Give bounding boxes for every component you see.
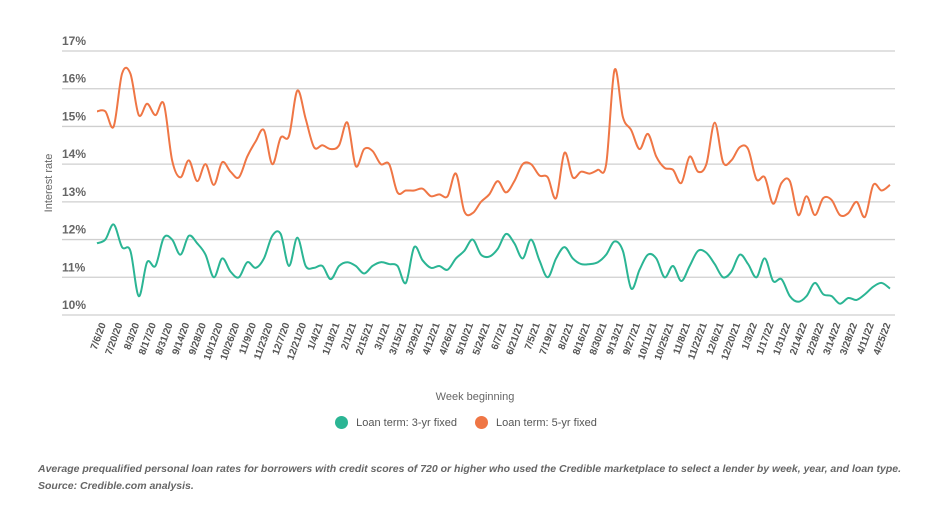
y-tick-label: 15% [62, 109, 86, 123]
chart-caption: Average prequalified personal loan rates… [38, 463, 902, 492]
legend: Loan term: 3-yr fixed Loan term: 5-yr fi… [0, 416, 932, 429]
legend-label-5yr: Loan term: 5-yr fixed [496, 416, 597, 429]
y-tick-label: 11% [62, 260, 86, 274]
legend-item-5yr[interactable]: Loan term: 5-yr fixed [475, 416, 597, 429]
y-axis-ticks: 10% 11% 12% 13% 14% 15% 16% 17% [62, 34, 86, 312]
legend-swatch-5yr [475, 416, 488, 429]
series-line-5yr [96, 66, 891, 219]
y-tick-label: 17% [62, 34, 86, 48]
x-axis-ticks: 7/6/207/20/208/3/208/17/208/31/209/14/20… [89, 321, 894, 362]
series-line-3yr [96, 223, 891, 305]
y-tick-label: 14% [62, 147, 86, 161]
y-tick-label: 12% [62, 223, 86, 237]
x-axis-title: Week beginning [436, 391, 515, 403]
y-tick-label: 16% [62, 72, 86, 86]
legend-swatch-3yr [335, 416, 349, 429]
gridlines [62, 50, 895, 316]
series-lines [96, 66, 891, 305]
legend-item-3yr[interactable]: Loan term: 3-yr fixed [335, 416, 457, 429]
y-tick-label: 13% [62, 185, 86, 199]
legend-label-3yr: Loan term: 3-yr fixed [356, 416, 457, 429]
y-tick-label: 10% [62, 298, 86, 312]
line-chart: 10% 11% 12% 13% 14% 15% 16% 17% Interest rate 7… [43, 34, 895, 403]
y-axis-title: Interest rate [43, 154, 55, 213]
